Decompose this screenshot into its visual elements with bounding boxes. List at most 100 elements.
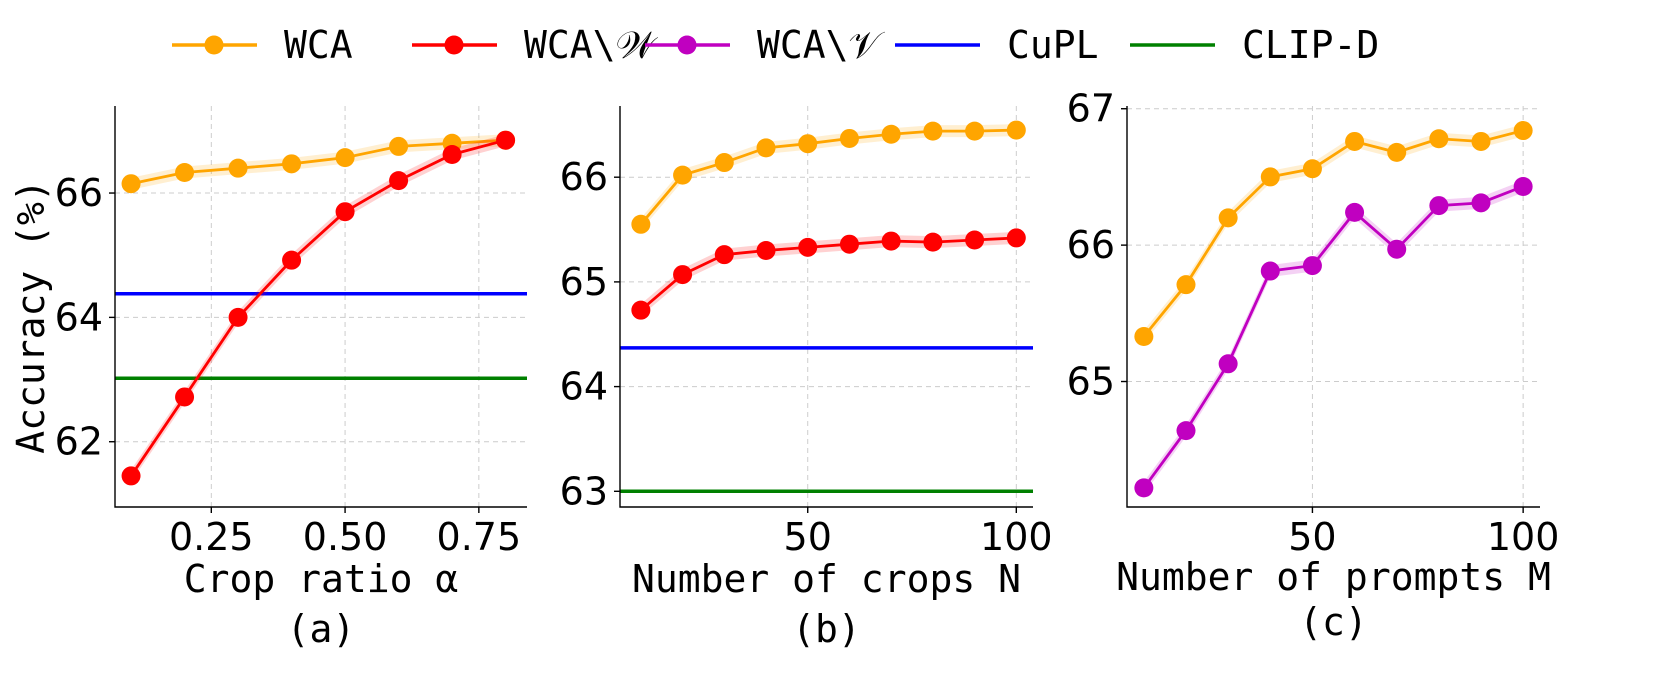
x-axis-title: Number of crops N xyxy=(632,557,1021,601)
data-point xyxy=(1260,167,1280,187)
panel-a: 0.25 0.50 0.75 62 64 66 Crop ratio α (a) Accurac… xyxy=(9,106,527,651)
axis-spines xyxy=(114,106,527,508)
data-point xyxy=(1260,261,1280,281)
panel-b: 50 100 63 64 65 66 Number of crops N (b) xyxy=(560,106,1053,651)
y-tick-label: 65 xyxy=(1067,360,1115,404)
series-band xyxy=(131,134,506,482)
data-point xyxy=(1006,120,1026,140)
data-point xyxy=(1345,202,1365,222)
y-tick-label: 64 xyxy=(55,295,103,339)
x-tick-label: 50 xyxy=(784,515,832,559)
y-tick-label: 64 xyxy=(560,365,608,409)
data-point xyxy=(798,134,818,154)
data-point xyxy=(1134,327,1154,347)
legend-label: WCA\𝒱 xyxy=(757,23,886,67)
data-point xyxy=(1429,196,1449,216)
data-point xyxy=(1302,159,1322,179)
data-point xyxy=(1429,129,1449,149)
panel-label: (a) xyxy=(287,607,356,651)
legend-label: CuPL xyxy=(1007,23,1099,67)
data-point xyxy=(1345,131,1365,151)
legend-marker xyxy=(677,35,697,55)
series-0 xyxy=(1134,121,1533,347)
data-point xyxy=(881,124,901,144)
axis-spines xyxy=(1126,106,1540,508)
x-tick-label: 0.25 xyxy=(169,515,254,559)
legend-label: WCA\𝒲 xyxy=(524,23,659,67)
series-1 xyxy=(631,228,1026,320)
legend-marker xyxy=(204,35,224,55)
panel-c: 50 100 65 66 67 Number of prompts M(c) xyxy=(1067,87,1560,644)
y-tick-label: 63 xyxy=(560,469,608,513)
series-line xyxy=(1142,129,1524,338)
data-point xyxy=(121,174,141,194)
legend-marker xyxy=(444,35,464,55)
series-line xyxy=(129,138,506,477)
legend-label: CLIP-D xyxy=(1242,23,1379,67)
y-axis-title: Accuracy (%) xyxy=(9,179,53,454)
data-point xyxy=(335,202,355,222)
data-point xyxy=(923,232,943,252)
data-point xyxy=(1513,121,1533,141)
data-point xyxy=(335,148,355,168)
data-point xyxy=(756,138,776,158)
data-point xyxy=(965,121,985,141)
series-line xyxy=(639,236,1017,312)
data-point xyxy=(1302,256,1322,276)
data-point xyxy=(839,128,859,148)
series-band xyxy=(1143,180,1524,494)
data-point xyxy=(1218,354,1238,374)
data-point xyxy=(282,154,302,174)
data-point xyxy=(631,214,651,234)
x-axis-title: Number of prompts M xyxy=(1116,555,1551,599)
data-point xyxy=(673,265,693,285)
legend-label: WCA xyxy=(284,23,353,67)
data-point xyxy=(714,245,734,265)
data-point xyxy=(1471,193,1491,213)
data-point xyxy=(1176,275,1196,295)
data-point xyxy=(1387,239,1407,259)
series-line xyxy=(639,128,1017,226)
x-axis-title: Crop ratio α xyxy=(184,557,459,601)
chart-panels: 0.25 0.50 0.75 62 64 66 Crop ratio α (a) Accurac… xyxy=(9,87,1559,651)
data-point xyxy=(631,300,651,320)
x-tick-label: 100 xyxy=(1487,515,1560,559)
data-point xyxy=(1176,421,1196,441)
data-point xyxy=(1218,208,1238,228)
series-line xyxy=(1142,185,1524,489)
y-tick-label: 67 xyxy=(1067,87,1115,131)
data-point xyxy=(389,136,409,156)
data-point xyxy=(282,250,302,270)
data-point xyxy=(839,234,859,254)
x-tick-label: 50 xyxy=(1288,515,1336,559)
y-tick-label: 65 xyxy=(560,260,608,304)
data-point xyxy=(228,307,248,327)
data-point xyxy=(1513,176,1533,196)
x-tick-label: 100 xyxy=(980,515,1053,559)
data-point xyxy=(121,466,141,486)
y-tick-label: 66 xyxy=(55,171,103,215)
legend: WCA WCA\𝒲 WCA\𝒱 CuPL CLIP-D xyxy=(172,23,1379,67)
y-tick-label: 66 xyxy=(1067,223,1115,267)
data-point xyxy=(1471,131,1491,151)
y-tick-label: 66 xyxy=(560,155,608,199)
axis-spines xyxy=(619,106,1033,508)
data-point xyxy=(1387,142,1407,162)
data-point xyxy=(673,165,693,185)
series-1 xyxy=(1134,176,1533,498)
data-point xyxy=(798,237,818,257)
data-point xyxy=(442,144,462,164)
data-point xyxy=(175,163,195,183)
data-point xyxy=(1134,478,1154,498)
data-point xyxy=(965,230,985,250)
data-point xyxy=(881,231,901,251)
data-point xyxy=(228,158,248,178)
x-tick-label: 0.50 xyxy=(303,515,388,559)
data-point xyxy=(496,130,516,150)
panel-label: (b) xyxy=(792,607,861,651)
data-point xyxy=(175,387,195,407)
x-tick-label: 0.75 xyxy=(437,515,522,559)
series-0 xyxy=(631,120,1026,234)
data-point xyxy=(1006,228,1026,248)
